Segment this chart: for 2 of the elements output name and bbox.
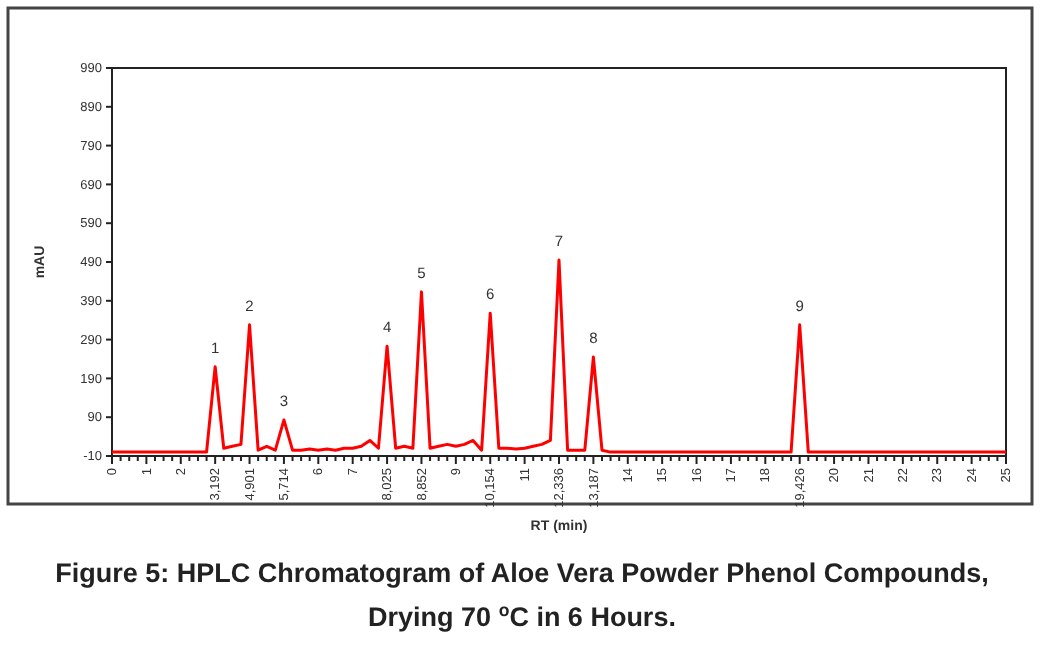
- text: Figure 5: HPLC Chromatogram of Aloe Vera Powder Phenol Compounds, Drying 70 $^{o}$C in 6 Hours.: [55, 558, 989, 632]
- line-series: [110, 258, 1008, 454]
